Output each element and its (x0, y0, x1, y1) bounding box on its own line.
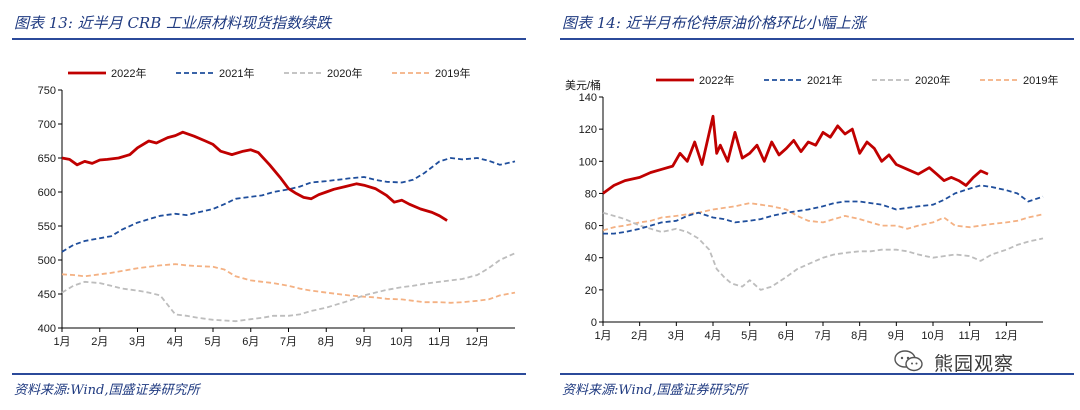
wechat-watermark: 熊园观察 (894, 348, 1054, 376)
chart-title: 图表 14: 近半月布伦特原油价格环比小幅上涨 (562, 14, 866, 32)
x-tick-label: 7月 (280, 336, 297, 348)
y-axis-label: 美元/桶 (565, 78, 601, 92)
x-tick-label: 6月 (778, 330, 795, 342)
x-tick-label: 2月 (631, 330, 648, 342)
x-tick-label: 1月 (53, 336, 70, 348)
x-tick-label: 11月 (428, 336, 450, 348)
legend-label: 2021年 (807, 73, 842, 87)
y-tick-label: 40 (585, 253, 597, 265)
x-tick-label: 8月 (851, 330, 868, 342)
watermark-text: 熊园观察 (934, 353, 1015, 375)
series-line-2021年 (61, 157, 516, 253)
x-tick-label: 10月 (921, 330, 944, 342)
series-line-2019年 (61, 263, 516, 304)
legend-label: 2021年 (219, 66, 254, 80)
series-line-2022年 (602, 114, 989, 195)
legend-label: 2022年 (699, 73, 734, 87)
brent-oil-line-chart: 0 20 40 60 80 100 120 140 1月 2月 3月 4月 5月 6月 7月 8月 9月 10月 1… (565, 73, 1059, 342)
x-tick-label: 12月 (995, 330, 1018, 342)
x-tick-label: 11月 (958, 330, 980, 342)
source-note: 资料来源:Wind,国盛证券研究所 (562, 383, 748, 398)
x-tick-label: 12月 (466, 336, 489, 348)
y-tick-label: 120 (579, 124, 597, 136)
y-tick-label: 400 (38, 323, 56, 335)
x-tick-label: 4月 (167, 336, 184, 348)
chart-title: 图表 13: 近半月 CRB 工业原材料现货指数续跌 (14, 14, 332, 32)
x-tick-label: 2月 (91, 336, 108, 348)
series-line-2019年 (602, 202, 1044, 232)
crb-index-line-chart: 400 450 500 550 600 650 700 750 1月 2月 3月 4月 5月 6月 7月 8月… (38, 66, 516, 348)
source-note: 资料来源:Wind,国盛证券研究所 (14, 383, 200, 398)
y-tick-label: 550 (38, 221, 56, 233)
series-line-2022年 (61, 130, 448, 222)
y-tick-label: 0 (591, 317, 597, 329)
title-rule (12, 38, 526, 40)
y-tick-label: 500 (38, 255, 56, 267)
x-tick-label: 1月 (594, 330, 611, 342)
y-tick-label: 650 (38, 153, 56, 165)
legend-label: 2019年 (435, 66, 470, 80)
source-rule (560, 373, 1074, 375)
x-tick-label: 4月 (704, 330, 721, 342)
x-tick-label: 7月 (814, 330, 831, 342)
y-tick-label: 60 (585, 221, 597, 233)
right-chart-panel: 图表 14: 近半月布伦特原油价格环比小幅上涨 0 20 40 60 80 100 120 1… (548, 0, 1080, 410)
source-rule (12, 373, 526, 375)
series-line-2020年 (61, 252, 516, 323)
title-rule (560, 38, 1074, 40)
y-tick-label: 700 (38, 119, 56, 131)
y-tick-label: 450 (38, 289, 56, 301)
x-tick-label: 9月 (888, 330, 905, 342)
y-tick-label: 20 (585, 285, 597, 297)
y-tick-label: 600 (38, 187, 56, 199)
x-tick-label: 6月 (242, 336, 259, 348)
wechat-icon (894, 350, 923, 372)
series-line-2020年 (602, 211, 1044, 291)
x-tick-label: 8月 (318, 336, 335, 348)
y-tick-label: 140 (579, 92, 597, 104)
x-tick-label: 5月 (204, 336, 221, 348)
x-tick-label: 3月 (129, 336, 146, 348)
left-chart-panel: 图表 13: 近半月 CRB 工业原材料现货指数续跌 400 450 500 550 6… (0, 0, 532, 410)
y-tick-label: 100 (579, 156, 597, 168)
x-tick-label: 9月 (355, 336, 372, 348)
legend-label: 2019年 (1023, 73, 1058, 87)
y-tick-label: 750 (38, 85, 56, 97)
y-tick-label: 80 (585, 188, 597, 200)
legend-label: 2020年 (327, 66, 362, 80)
legend-label: 2022年 (111, 66, 146, 80)
series-line-2021年 (603, 184, 1044, 235)
x-tick-label: 10月 (390, 336, 413, 348)
x-tick-label: 5月 (741, 330, 758, 342)
x-tick-label: 3月 (668, 330, 685, 342)
legend-label: 2020年 (915, 73, 950, 87)
